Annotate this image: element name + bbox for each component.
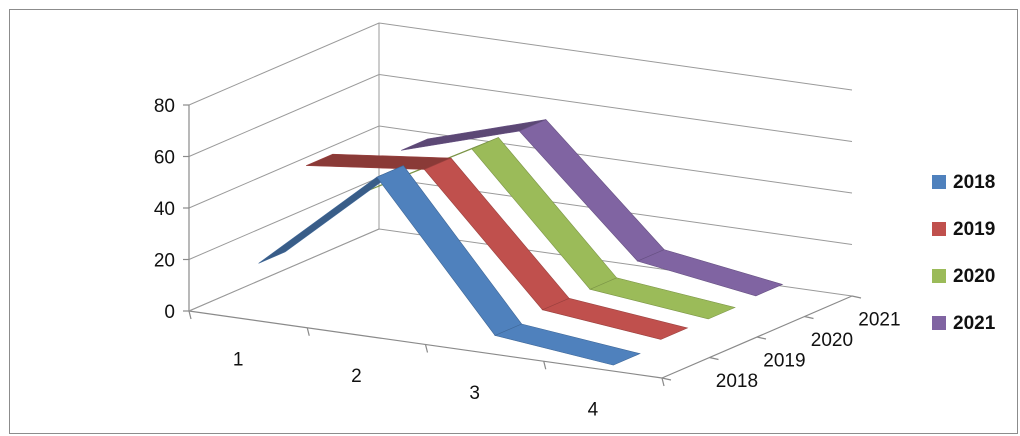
data-segment bbox=[636, 249, 784, 297]
chart-area bbox=[9, 9, 1018, 434]
depth-tick-mark bbox=[756, 336, 767, 340]
depth-tick-mark bbox=[851, 295, 862, 299]
data-segment bbox=[494, 323, 641, 366]
gridline bbox=[188, 73, 853, 157]
legend: 2018 2019 2020 2021 bbox=[932, 172, 996, 334]
depth-tick-mark bbox=[709, 356, 719, 361]
depth-tick-label: 2018 bbox=[716, 371, 758, 392]
depth-tick-mark bbox=[804, 315, 814, 320]
x-tick-mark bbox=[306, 327, 310, 336]
depth-tick-label: 2019 bbox=[763, 350, 805, 371]
depth-tick-mark bbox=[661, 377, 672, 381]
legend-label: 2021 bbox=[953, 313, 996, 334]
x-tick-label: 2 bbox=[351, 366, 362, 387]
y-tick-label: 40 bbox=[154, 199, 175, 220]
series-2018 bbox=[258, 165, 641, 366]
y-tick-label: 60 bbox=[154, 148, 175, 169]
y-tick-label: 20 bbox=[154, 251, 175, 272]
data-segment bbox=[541, 298, 689, 340]
y-tick-label: 80 bbox=[154, 96, 175, 117]
x-tick-label: 1 bbox=[233, 349, 244, 370]
depth-tick-label: 2021 bbox=[858, 309, 900, 330]
series-layer bbox=[258, 119, 784, 366]
legend-swatch bbox=[932, 175, 946, 189]
gridline bbox=[188, 22, 853, 106]
x-tick-mark bbox=[424, 344, 429, 353]
x-tick-mark bbox=[543, 361, 547, 370]
x-tick-mark bbox=[661, 377, 665, 387]
series-2019 bbox=[305, 153, 689, 340]
legend-swatch bbox=[932, 222, 946, 236]
legend-label: 2020 bbox=[953, 266, 995, 287]
data-segment bbox=[589, 277, 736, 320]
floor-left-edge bbox=[188, 228, 380, 312]
y-tick-label: 0 bbox=[164, 302, 175, 323]
legend-label: 2019 bbox=[953, 219, 995, 240]
series-2021 bbox=[400, 119, 784, 297]
x-tick-mark bbox=[188, 310, 192, 320]
x-tick-label: 3 bbox=[469, 383, 480, 404]
legend-label: 2018 bbox=[953, 172, 995, 193]
legend-swatch bbox=[932, 316, 946, 330]
legend-swatch bbox=[932, 269, 946, 283]
depth-tick-label: 2020 bbox=[811, 330, 853, 351]
x-tick-label: 4 bbox=[588, 400, 599, 421]
